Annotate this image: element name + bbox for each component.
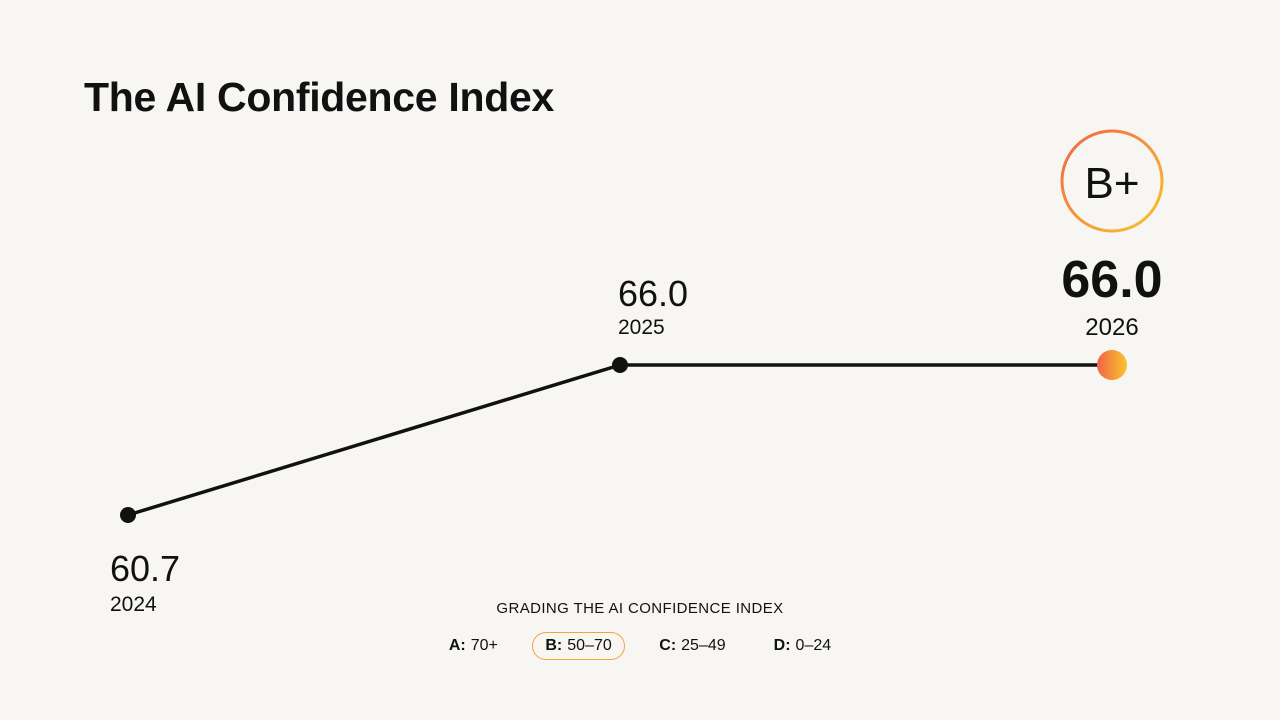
value-label: 66.0 (618, 273, 688, 314)
grade-range: 50–70 (567, 637, 612, 654)
year-label: 2025 (618, 316, 665, 339)
highlight-data-point (1097, 350, 1127, 380)
page-title: The AI Confidence Index (84, 74, 554, 120)
grade-range: 25–49 (681, 637, 726, 654)
grade-letter: D: (773, 637, 791, 654)
grade-range: 0–24 (795, 637, 832, 654)
data-point (120, 507, 136, 523)
series-line-segment (126, 363, 622, 517)
value-label: 66.0 (1061, 251, 1162, 309)
grade-b: B: 50–70 (531, 632, 626, 660)
year-label: 2024 (110, 593, 157, 616)
grade-badge-text: B+ (1084, 159, 1139, 208)
grade-c: C: 25–49 (645, 633, 739, 659)
grade-letter: A: (448, 637, 466, 654)
grading-legend: A: 70+ B: 50–70 C: 25–49 D: 0–24 (0, 632, 1280, 660)
grade-range: 70+ (470, 637, 498, 654)
value-label: 60.7 (110, 548, 180, 589)
data-point (612, 357, 628, 373)
grade-badge-ring (1060, 129, 1164, 233)
grade-letter: B: (545, 637, 563, 654)
grading-legend-title: GRADING THE AI CONFIDENCE INDEX (496, 600, 784, 617)
grade-letter: C: (659, 637, 677, 654)
year-label: 2026 (1085, 314, 1138, 341)
grade-d: D: 0–24 (760, 633, 845, 659)
grade-a: A: 70+ (435, 633, 512, 659)
